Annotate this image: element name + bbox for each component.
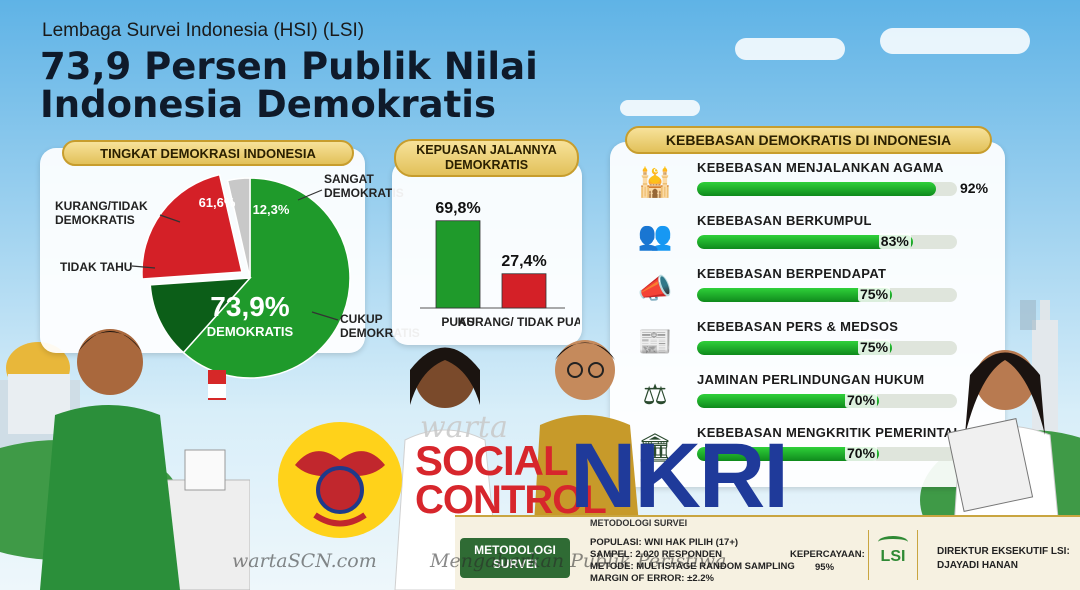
watermark-small: warta	[420, 410, 508, 445]
freedom-heading: KEBEBASAN DEMOKRATIS DI INDONESIA	[625, 126, 992, 154]
freedom-bar-fill	[697, 394, 879, 408]
freedom-bar-track	[697, 288, 957, 302]
subtitle: Lembaga Survei Indonesia (HSI) (LSI)	[42, 20, 365, 41]
methodology-sampel: SAMPEL: 2.020 RESPONDEN	[590, 549, 722, 560]
freedom-bar-fill	[697, 288, 892, 302]
freedom-item-label: JAMINAN PERLINDUNGAN HUKUM	[697, 372, 925, 387]
bar-kurang-puas	[501, 273, 547, 309]
voter-man-illustration	[40, 329, 250, 590]
freedom-item-label: KEBEBASAN BERPENDAPAT	[697, 266, 887, 281]
cloud	[880, 28, 1030, 54]
methodology-populasi: POPULASI: WNI HAK PILIH (17+)	[590, 537, 739, 548]
direktur-name: DJAYADI HANAN	[937, 560, 1018, 571]
freedom-bar-track	[697, 394, 957, 408]
cloud	[735, 38, 845, 60]
freedom-bar-track	[697, 182, 957, 196]
watermark-footer-right: Mengabarkan Publik Peristiwa	[430, 550, 727, 572]
methodology-kepercayaan-label: KEPERCAYAAN:	[790, 549, 865, 560]
watermark-social: SOCIAL	[415, 437, 569, 484]
pie-heading: TINGKAT DEMOKRASI INDONESIA	[62, 140, 354, 166]
bar-category-label: PUAS	[441, 315, 474, 329]
freedom-bar-pct: 92%	[960, 180, 989, 196]
megaphone-icon: 📣	[637, 272, 673, 304]
page-title: 73,9 Persen Publik Nilai Indonesia Demok…	[40, 45, 538, 126]
slice-cukup	[182, 177, 351, 379]
pie-label-kurang: KURANG/TIDAK DEMOKRATIS	[55, 199, 148, 227]
watermark-nkri: NKRI	[570, 425, 789, 527]
pie-center-label: DEMOKRATIS	[207, 324, 294, 339]
slice-sangat	[149, 277, 252, 354]
bar-category-label: KURANG/ TIDAK PUAS	[458, 315, 580, 329]
pie-label-sangat: SANGAT DEMOKRATIS	[324, 172, 404, 200]
methodology-small-heading: METODOLOGI SURVEI	[590, 518, 688, 528]
group-icon: 👥	[637, 219, 673, 251]
freedom-bar-pct: 70%	[845, 445, 878, 461]
freedom-item-label: KEBEBASAN BERKUMPUL	[697, 213, 872, 228]
methodology-metode: METODE: MULTISTAGE RANDOM SAMPLING	[590, 561, 795, 572]
freedom-item-label: KEBEBASAN PERS & MEDSOS	[697, 319, 899, 334]
freedom-item-label: KEBEBASAN MENJALANKAN AGAMA	[697, 160, 944, 175]
freedom-bar-track	[697, 447, 957, 461]
newspaper-icon: 📰	[637, 325, 673, 357]
freedom-item-label: KEBEBASAN MENGKRITIK PEMERINTAH	[697, 425, 957, 440]
lsi-logo-text: LSI	[880, 548, 906, 565]
pie-center-pct: 73,9%	[210, 291, 289, 322]
woman-illustration	[394, 347, 501, 590]
watermark-control: CONTROL	[415, 478, 607, 522]
slice-label-sangat: 12,3%	[253, 202, 290, 217]
lsi-logo: LSI	[868, 530, 918, 580]
freedom-bar-track	[697, 341, 957, 355]
freedom-bar-fill	[697, 182, 937, 196]
scales-icon: ⚖	[642, 378, 668, 410]
freedom-bar-fill	[697, 235, 913, 249]
freedom-bar-pct: 75%	[858, 339, 891, 355]
lsi-logo-swoosh	[878, 536, 908, 548]
satisfaction-panel	[392, 160, 582, 345]
freedom-bar-pct: 83%	[878, 233, 911, 249]
freedom-bar-pct: 70%	[845, 392, 878, 408]
bar-value-label: 27,4%	[501, 253, 546, 270]
freedom-bar-fill	[697, 341, 892, 355]
methodology-kepercayaan-value: 95%	[815, 562, 835, 573]
watermark-footer-left: wartaSCN.com	[232, 550, 377, 572]
direktur-label: DIREKTUR EKSEKUTIF LSI:	[937, 546, 1070, 557]
cloud	[620, 100, 700, 116]
satisfaction-heading: KEPUASAN JALANNYA DEMOKRATIS	[394, 139, 579, 177]
pie-label-tidak-tahu: TIDAK TAHU	[60, 260, 133, 274]
freedom-bar-fill	[697, 447, 879, 461]
freedom-bar-track	[697, 235, 957, 249]
slice-label-kurang: 61,6%	[199, 195, 236, 210]
freedom-bar-pct: 75%	[858, 286, 891, 302]
pie-chart: 73,9% DEMOKRATIS 12,3% 61,6%	[141, 173, 351, 379]
bar-value-label: 69,8%	[435, 200, 480, 217]
slice-tidak-tahu	[226, 177, 251, 279]
mosque-icon: 🕌	[637, 166, 673, 198]
building-icon: 🏛	[637, 431, 673, 463]
freedom-panel	[610, 142, 1005, 487]
garuda-logo	[278, 422, 402, 538]
methodology-margin: MARGIN OF ERROR: ±2.2%	[590, 573, 714, 584]
methodology-heading: METODOLOGI SURVEI	[460, 538, 570, 578]
bar-puas	[435, 220, 481, 309]
